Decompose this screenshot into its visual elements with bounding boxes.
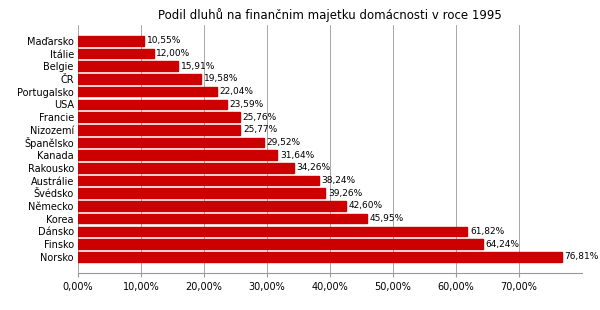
Bar [78,100,227,109]
Text: 45,95%: 45,95% [370,214,404,223]
Bar [78,227,467,236]
Bar [78,61,178,71]
Text: 15,91%: 15,91% [181,62,215,71]
Text: 12,00%: 12,00% [156,49,190,58]
Bar [78,87,217,96]
Text: 31,64%: 31,64% [280,151,314,160]
Bar [78,49,154,58]
Bar [78,150,277,160]
Text: 29,52%: 29,52% [266,138,301,147]
Text: 42,60%: 42,60% [349,202,383,210]
Bar [78,239,483,249]
Text: 76,81%: 76,81% [565,252,599,261]
Text: 39,26%: 39,26% [328,189,362,198]
Text: 10,55%: 10,55% [147,36,181,45]
Text: 34,26%: 34,26% [296,163,331,172]
Bar [78,176,319,185]
Bar [78,125,241,135]
Text: 23,59%: 23,59% [229,100,263,109]
Text: 64,24%: 64,24% [485,240,519,249]
Bar [78,36,145,46]
Text: 25,77%: 25,77% [243,125,277,134]
Text: 25,76%: 25,76% [243,113,277,122]
Text: 61,82%: 61,82% [470,227,504,236]
Bar [78,201,346,211]
Title: Podil dluhů na finančnim majetku domácnosti v roce 1995: Podil dluhů na finančnim majetku domácno… [158,8,502,22]
Bar [78,188,325,198]
Bar [78,214,367,224]
Bar [78,112,240,122]
Text: 38,24%: 38,24% [322,176,356,185]
Text: 22,04%: 22,04% [220,87,253,96]
Text: 19,58%: 19,58% [204,74,238,83]
Bar [78,138,264,147]
Bar [78,252,562,262]
Bar [78,163,294,173]
Bar [78,74,202,84]
